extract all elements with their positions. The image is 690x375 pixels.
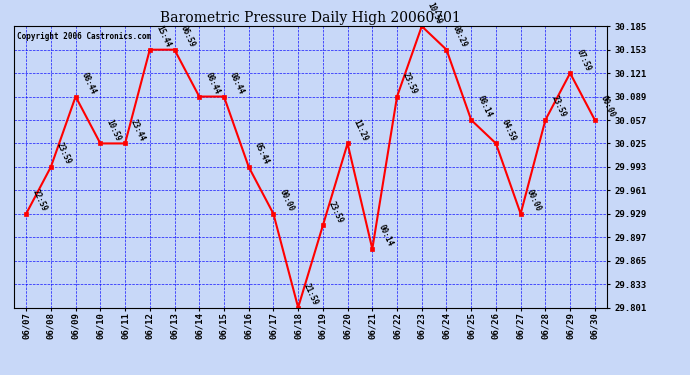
Text: 08:44: 08:44 <box>204 71 221 96</box>
Text: 07:59: 07:59 <box>574 48 592 72</box>
Text: 05:44: 05:44 <box>253 141 270 166</box>
Text: 15:44: 15:44 <box>154 24 172 49</box>
Text: 10:59: 10:59 <box>104 118 122 142</box>
Text: 22:59: 22:59 <box>30 188 48 213</box>
Text: 23:59: 23:59 <box>327 200 345 225</box>
Text: 00:00: 00:00 <box>599 94 617 119</box>
Text: 08:44: 08:44 <box>228 71 246 96</box>
Text: 11:29: 11:29 <box>352 118 370 142</box>
Text: 06:59: 06:59 <box>179 24 197 49</box>
Text: 00:00: 00:00 <box>277 188 295 213</box>
Text: 23:59: 23:59 <box>401 71 419 96</box>
Text: 08:44: 08:44 <box>80 71 98 96</box>
Text: 08:29: 08:29 <box>451 24 469 49</box>
Text: 23:44: 23:44 <box>129 118 147 142</box>
Text: 10:59: 10:59 <box>426 1 444 26</box>
Title: Barometric Pressure Daily High 20060701: Barometric Pressure Daily High 20060701 <box>160 11 461 25</box>
Text: 23:59: 23:59 <box>549 94 567 119</box>
Text: 00:00: 00:00 <box>525 188 543 213</box>
Text: 08:14: 08:14 <box>475 94 493 119</box>
Text: 23:59: 23:59 <box>55 141 73 166</box>
Text: 04:59: 04:59 <box>500 118 518 142</box>
Text: 00:14: 00:14 <box>377 224 395 248</box>
Text: 21:59: 21:59 <box>302 282 320 307</box>
Text: Copyright 2006 Castronics.com: Copyright 2006 Castronics.com <box>17 32 151 41</box>
